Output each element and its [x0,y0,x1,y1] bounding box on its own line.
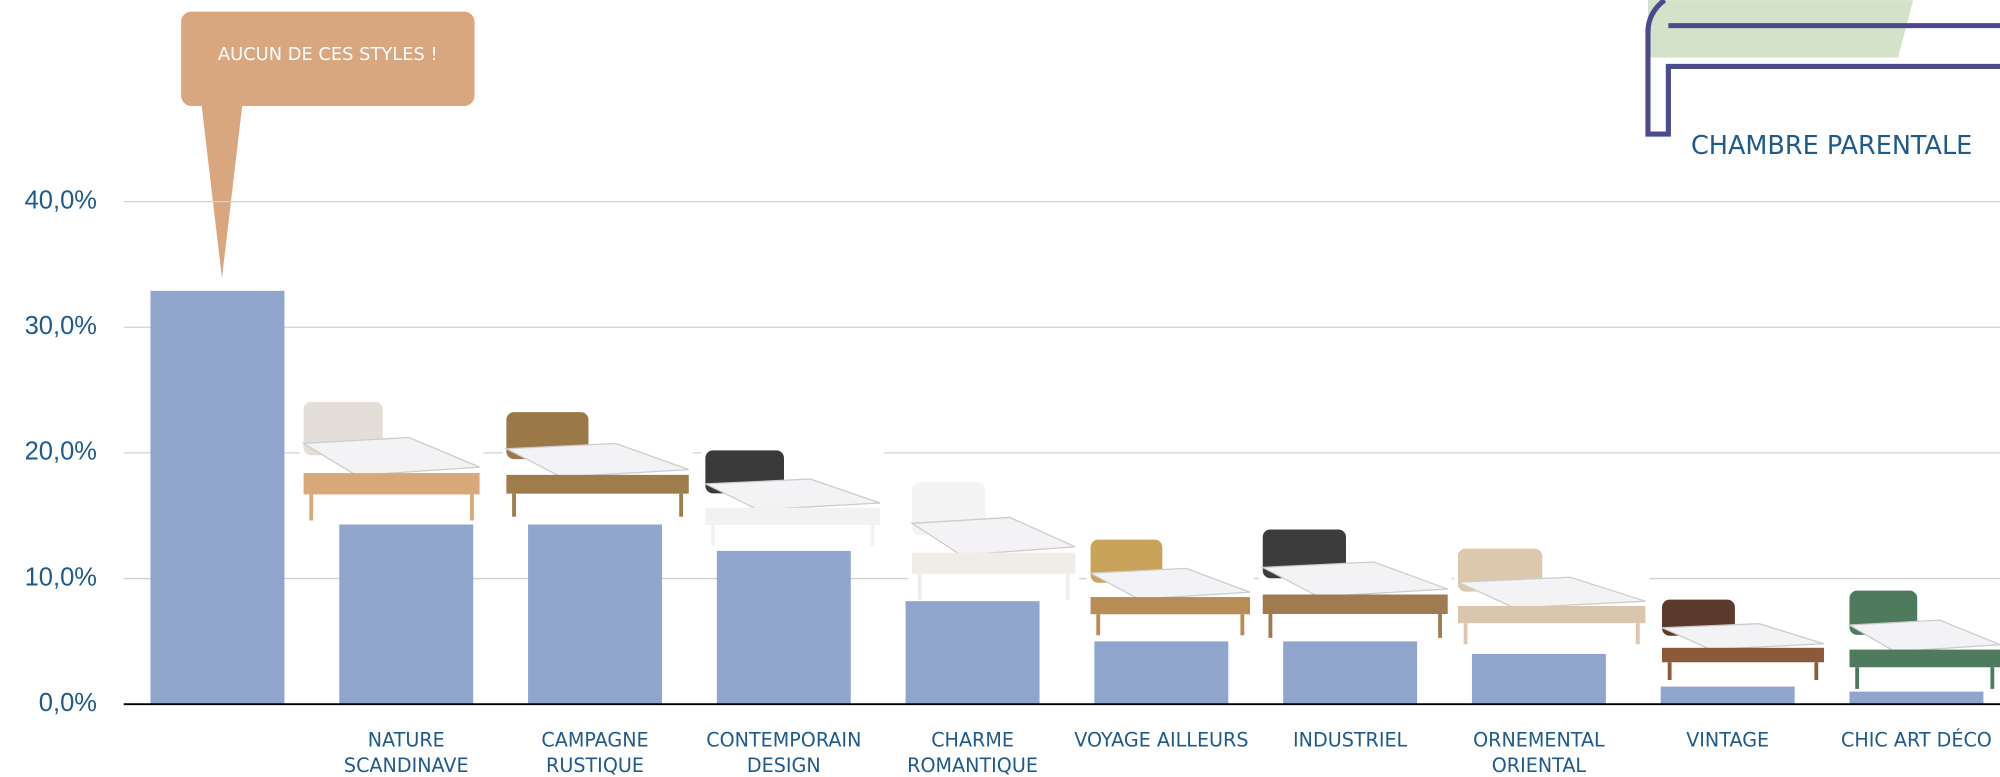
mattress [705,478,881,511]
x-tick-label-box: VOYAGE AILLEURS [1074,728,1249,752]
bar [1849,691,1984,705]
y-tick-label: 20,0% [25,438,97,466]
bed-image [701,446,884,550]
x-tick-label-box: NATURE SCANDINAVE [343,728,469,777]
bar [528,524,662,705]
frame [1849,649,2000,668]
x-tick-label: ORNEMENTAL ORIENTAL [1473,728,1605,777]
bar [150,290,285,705]
mattress [1847,619,2000,653]
bar [1471,653,1606,705]
bed-image [1845,586,2000,693]
y-tick-label: 30,0% [25,312,97,340]
x-tick-label: INDUSTRIEL [1293,728,1408,752]
x-tick-label: NATURE SCANDINAVE [343,728,469,777]
legend-label: CHAMBRE PARENTALE [1691,131,1972,161]
mattress [503,442,689,478]
y-tick-label: 0,0% [39,689,97,717]
frame [303,473,480,495]
mattress [1088,567,1251,600]
bed-image [502,408,693,521]
frame [1262,594,1448,615]
x-tick-label: VOYAGE AILLEURS [1074,728,1249,752]
bar [716,550,851,705]
mattress [301,436,480,477]
frame [1661,647,1824,663]
x-tick-label-box: CONTEMPORAIN DESIGN [706,728,862,777]
bed-image [299,398,484,525]
bed-image [1454,544,1650,649]
bar [1660,686,1795,705]
x-tick-label: CHARME ROMANTIQUE [907,728,1038,777]
x-tick-label-box: ORNEMENTAL ORIENTAL [1473,728,1605,777]
frame [1457,605,1646,624]
mattress [1457,576,1646,609]
frame [506,474,689,494]
bar [1283,641,1418,705]
mattress [910,516,1076,556]
frame [705,507,881,525]
x-tick-label-box: CAMPAGNE RUSTIQUE [541,728,649,777]
y-tick-label: 10,0% [25,563,97,591]
bar [339,524,474,705]
bed-image [1658,595,1828,684]
y-tick-label: 40,0% [25,186,97,214]
callout [181,11,475,279]
x-tick-label: CHIC ART DÉCO [1841,728,1992,752]
x-tick-label-box: VINTAGE [1686,728,1770,752]
annotation: AUCUN DE CES STYLES ! [218,44,438,65]
x-tick-label: CONTEMPORAIN DESIGN [706,728,862,777]
mattress [1661,623,1825,651]
frame [1090,597,1250,615]
bed-image [908,478,1080,604]
x-tick-label: VINTAGE [1686,728,1770,752]
bed-image [1086,535,1254,640]
bar [905,601,1040,705]
x-tick-label-box: CHIC ART DÉCO [1841,728,1992,752]
bed-image [1258,525,1452,642]
frame [911,552,1076,574]
x-tick-label-box: INDUSTRIEL [1293,728,1408,752]
legend-icon [1645,0,2000,137]
x-tick-label-box: CHARME ROMANTIQUE [907,728,1038,777]
bar [1094,641,1229,705]
x-tick-label: CAMPAGNE RUSTIQUE [541,728,649,777]
mattress [1260,561,1448,598]
